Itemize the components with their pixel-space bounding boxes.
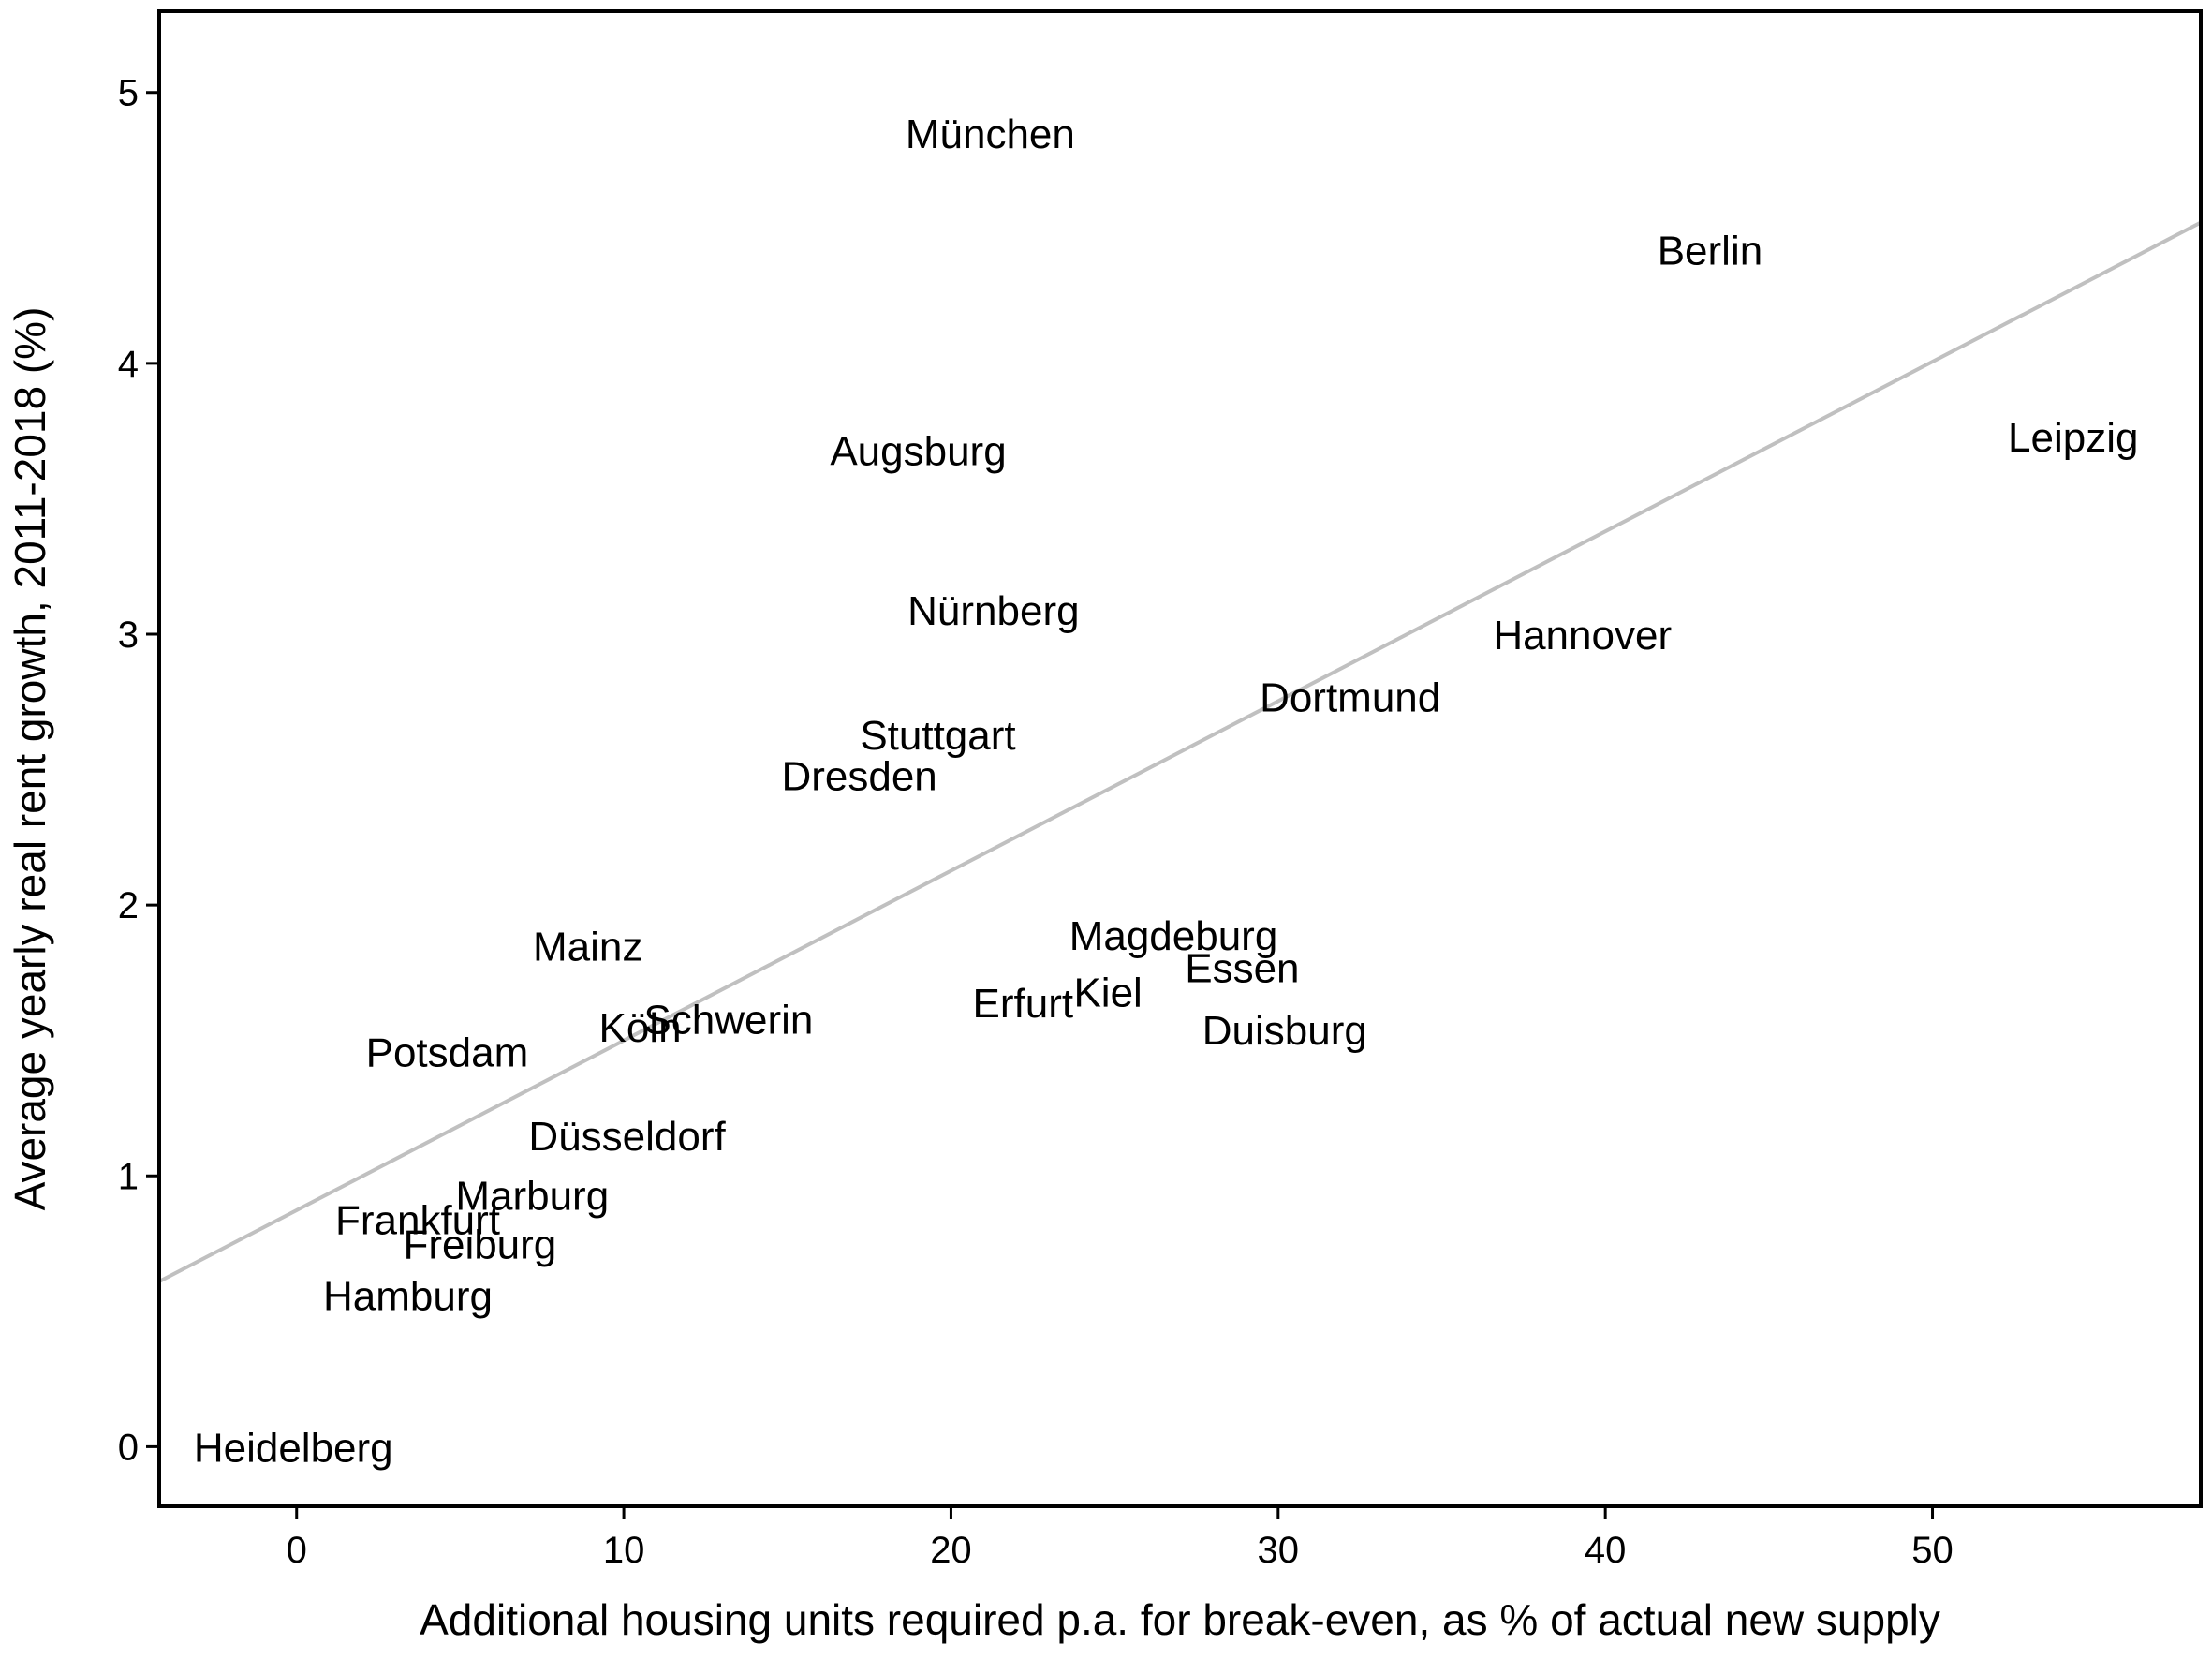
y-axis-title: Average yearly real rent growth, 2011-20… xyxy=(6,307,54,1211)
point-label: Marburg xyxy=(455,1174,609,1220)
point-label: Dortmund xyxy=(1260,675,1440,721)
point-label: Mainz xyxy=(533,925,642,970)
y-tick-label: 5 xyxy=(118,73,139,114)
point-label: Frankfurt xyxy=(335,1198,500,1244)
point-label: Duisburg xyxy=(1202,1008,1367,1054)
point-label: Erfurt xyxy=(973,981,1074,1027)
x-tick-label: 10 xyxy=(603,1530,645,1571)
x-tick-label: 0 xyxy=(287,1530,307,1571)
y-tick-label: 0 xyxy=(118,1427,139,1468)
point-label: Köln xyxy=(599,1005,682,1051)
y-axis: 0 1 2 3 4 5 xyxy=(118,73,159,1468)
x-tick-label: 20 xyxy=(930,1530,972,1571)
point-label: Dresden xyxy=(781,753,936,799)
city-labels: München Berlin Leipzig Augsburg Nürnberg Hann… xyxy=(194,111,2139,1471)
point-label: Magdeburg xyxy=(1069,913,1278,959)
point-label: Essen xyxy=(1185,946,1299,992)
point-label: München xyxy=(906,111,1075,157)
point-label: Düsseldorf xyxy=(528,1114,726,1160)
x-tick-label: 30 xyxy=(1258,1530,1300,1571)
point-label: Nürnberg xyxy=(907,588,1079,634)
y-tick-label: 4 xyxy=(118,344,139,385)
point-label: Stuttgart xyxy=(860,713,1015,759)
point-label: Potsdam xyxy=(366,1029,529,1075)
point-label: Schwerin xyxy=(643,998,813,1044)
x-tick-label: 50 xyxy=(1911,1530,1954,1571)
y-tick-label: 1 xyxy=(118,1156,139,1197)
x-tick-label: 40 xyxy=(1585,1530,1627,1571)
y-tick-label: 3 xyxy=(118,615,139,656)
point-label: Kiel xyxy=(1073,970,1142,1016)
x-axis-title: Additional housing units required p.a. f… xyxy=(420,1595,1940,1644)
point-label: Leipzig xyxy=(2008,415,2138,461)
y-tick-label: 2 xyxy=(118,885,139,926)
x-axis: 0 10 20 30 40 50 xyxy=(287,1506,1954,1571)
fit-line xyxy=(158,220,2202,1283)
point-label: Berlin xyxy=(1658,228,1763,274)
point-label: Hamburg xyxy=(323,1273,493,1319)
plot-frame xyxy=(157,9,2203,1508)
point-label: Freiburg xyxy=(403,1222,556,1268)
point-label: Heidelberg xyxy=(194,1425,393,1471)
point-label: Hannover xyxy=(1493,613,1672,659)
point-label: Augsburg xyxy=(830,428,1006,474)
